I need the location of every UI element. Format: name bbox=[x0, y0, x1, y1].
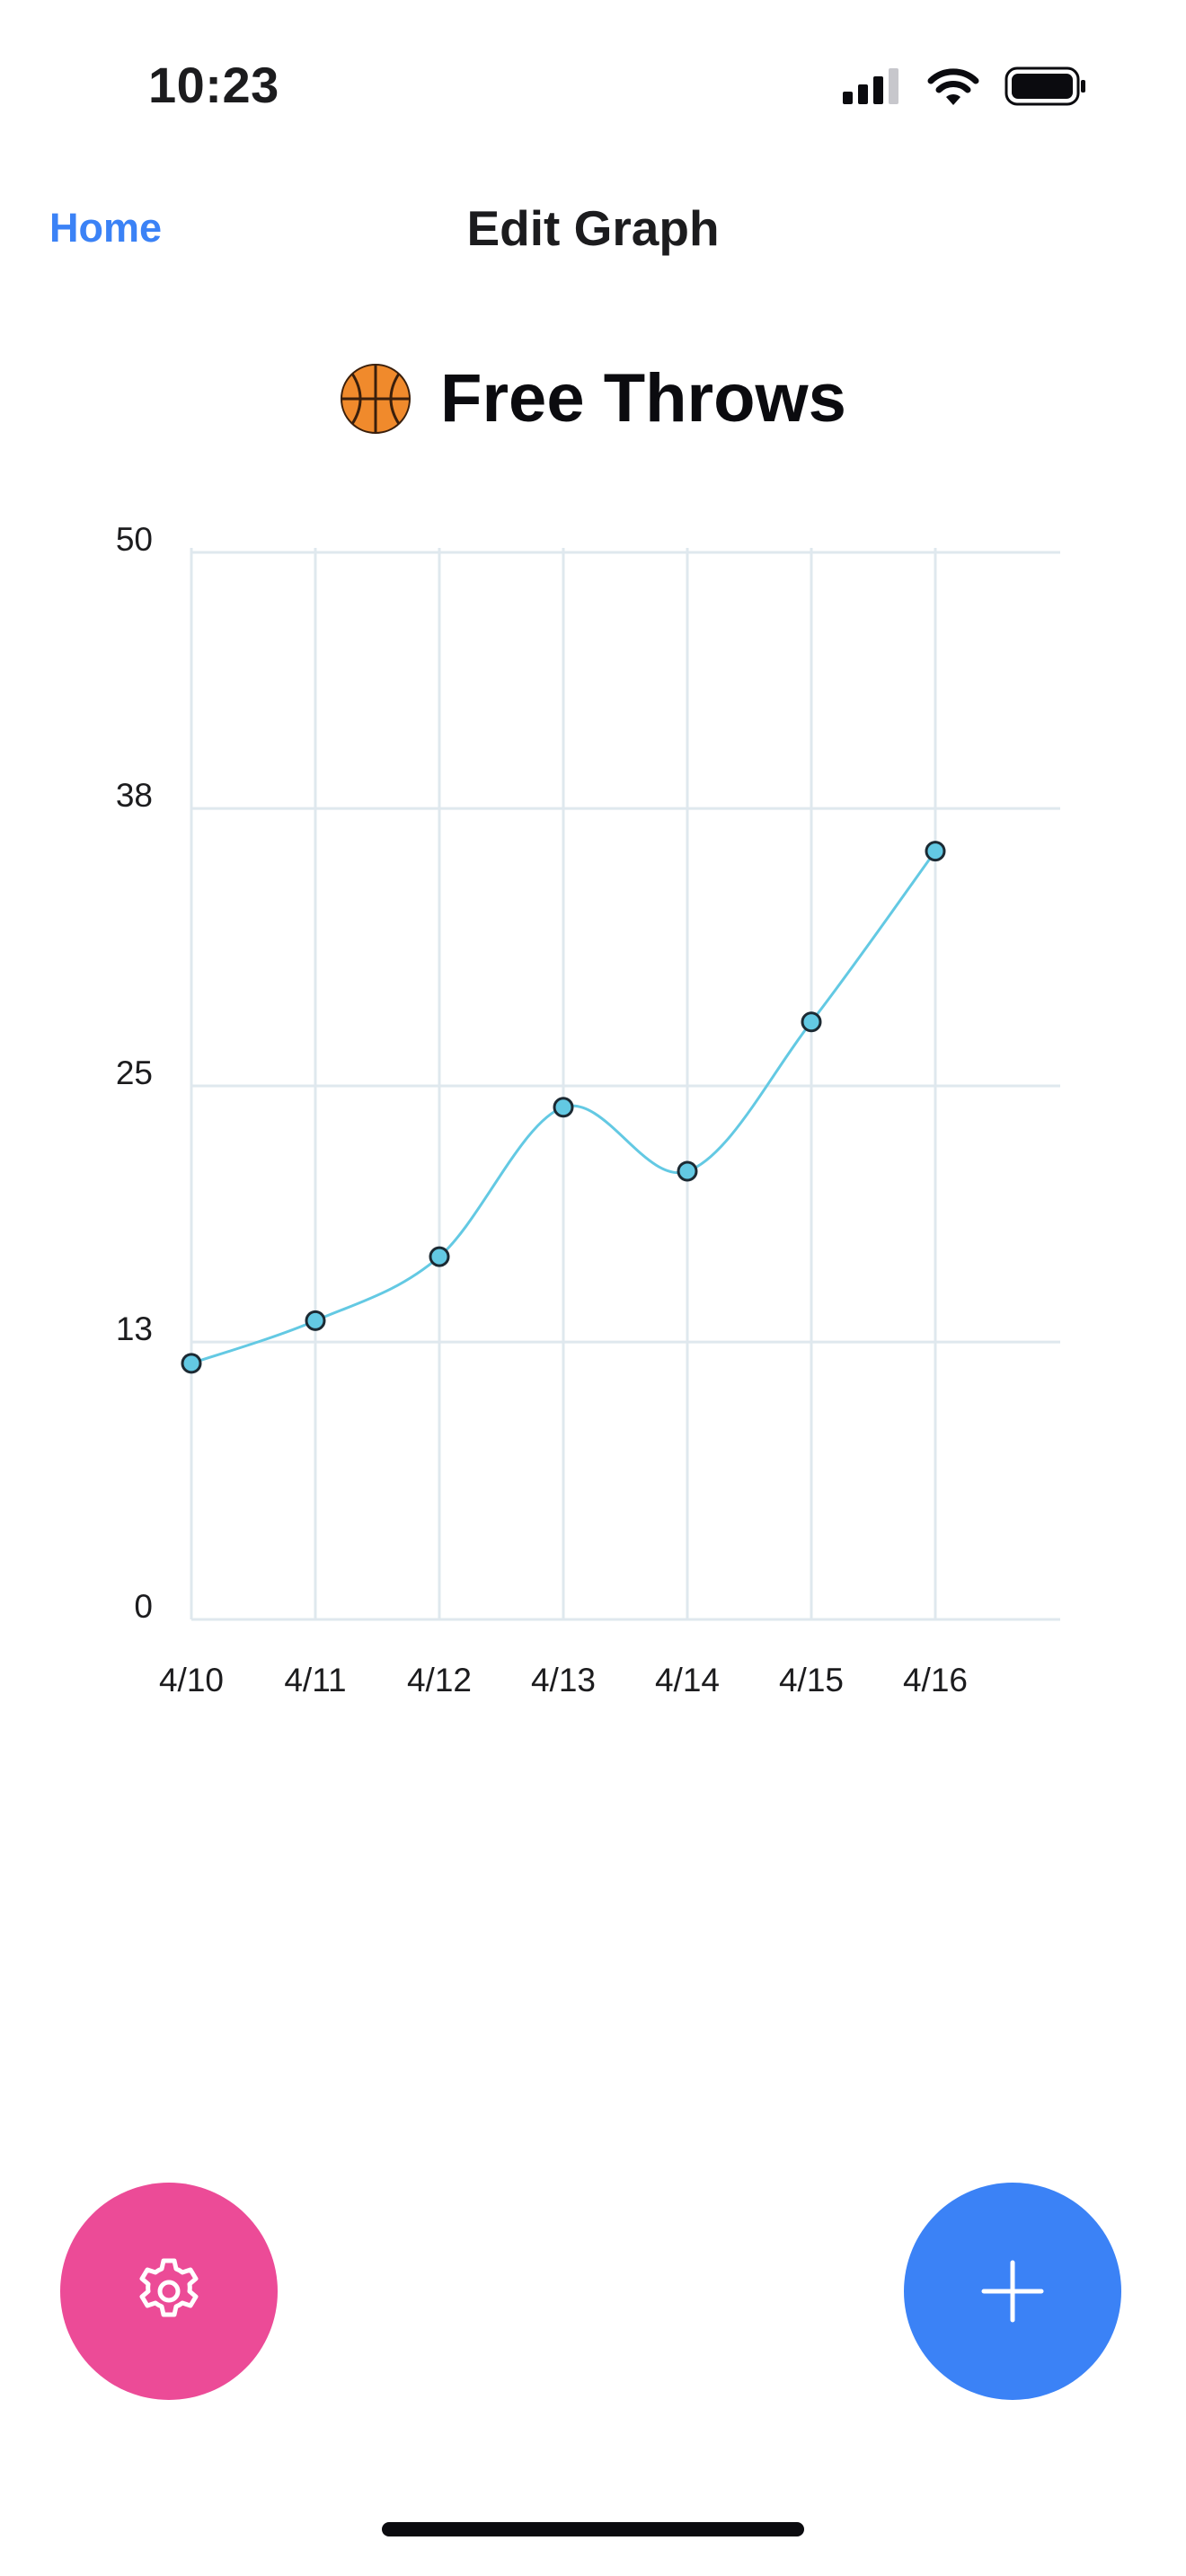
page-title: Edit Graph bbox=[466, 200, 720, 256]
x-tick-label: 4/10 bbox=[159, 1662, 224, 1698]
data-point bbox=[181, 1353, 202, 1374]
home-indicator bbox=[382, 2522, 804, 2536]
y-tick-label: 38 bbox=[116, 777, 153, 814]
data-point bbox=[429, 1246, 450, 1267]
cellular-signal-icon bbox=[843, 68, 898, 104]
data-point bbox=[553, 1097, 574, 1118]
x-tick-label: 4/12 bbox=[407, 1662, 472, 1698]
settings-button[interactable] bbox=[60, 2183, 278, 2400]
home-back-button[interactable]: Home bbox=[49, 205, 163, 251]
x-tick-label: 4/13 bbox=[531, 1662, 596, 1698]
line-chart: 0 13 25 38 50 4/10 4/11 4/12 4/13 4/14 4/15 4/16 bbox=[116, 521, 1060, 1698]
gear-icon bbox=[139, 2258, 199, 2317]
graph-title-text: Free Throws bbox=[440, 360, 846, 437]
data-point bbox=[925, 841, 946, 862]
data-point bbox=[305, 1310, 326, 1331]
y-tick-label: 25 bbox=[116, 1054, 153, 1091]
x-tick-label: 4/15 bbox=[779, 1662, 844, 1698]
y-tick-label: 13 bbox=[116, 1310, 153, 1347]
graph-title: Free Throws bbox=[0, 359, 1186, 437]
battery-icon bbox=[1005, 66, 1085, 106]
wifi-icon bbox=[927, 68, 979, 105]
x-tick-label: 4/14 bbox=[655, 1662, 720, 1698]
y-tick-label: 0 bbox=[134, 1588, 153, 1625]
data-point bbox=[801, 1011, 822, 1033]
data-point bbox=[677, 1160, 698, 1182]
status-time: 10:23 bbox=[148, 57, 279, 113]
x-tick-label: 4/16 bbox=[903, 1662, 968, 1698]
y-tick-label: 50 bbox=[116, 521, 153, 558]
x-tick-label: 4/11 bbox=[284, 1662, 346, 1698]
plus-icon bbox=[981, 2260, 1044, 2323]
basketball-icon bbox=[341, 363, 412, 434]
status-icons bbox=[843, 66, 1087, 106]
add-entry-button[interactable] bbox=[904, 2183, 1121, 2400]
